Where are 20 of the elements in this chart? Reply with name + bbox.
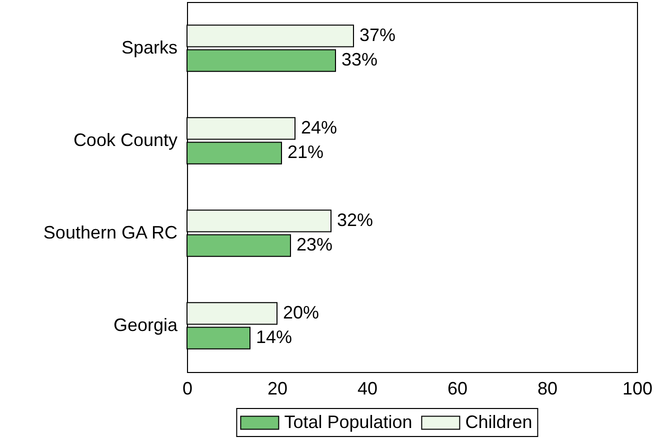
y-tick-label: Sparks [121, 37, 178, 58]
legend-label: Children [465, 412, 532, 432]
x-tick-label: 40 [357, 378, 378, 398]
x-tick-label: 80 [537, 378, 558, 398]
x-tick-label: 20 [267, 378, 288, 398]
data-label: 24% [301, 117, 338, 138]
y-tick-label: Georgia [113, 314, 178, 335]
x-tick-label: 0 [182, 378, 193, 398]
data-label: 14% [256, 327, 292, 348]
x-tick-label: 100 [622, 378, 653, 398]
data-label: 37% [360, 24, 396, 45]
data-label: 21% [288, 142, 324, 162]
x-tick-label: 60 [447, 378, 468, 398]
y-tick-label: Southern GA RC [43, 222, 178, 242]
data-label: 33% [342, 50, 378, 70]
y-tick-label: Cook County [73, 130, 178, 150]
data-label: 32% [337, 210, 374, 230]
data-label: 20% [283, 302, 320, 322]
legend-label: Total Population [284, 412, 412, 432]
data-label: 23% [296, 234, 333, 255]
